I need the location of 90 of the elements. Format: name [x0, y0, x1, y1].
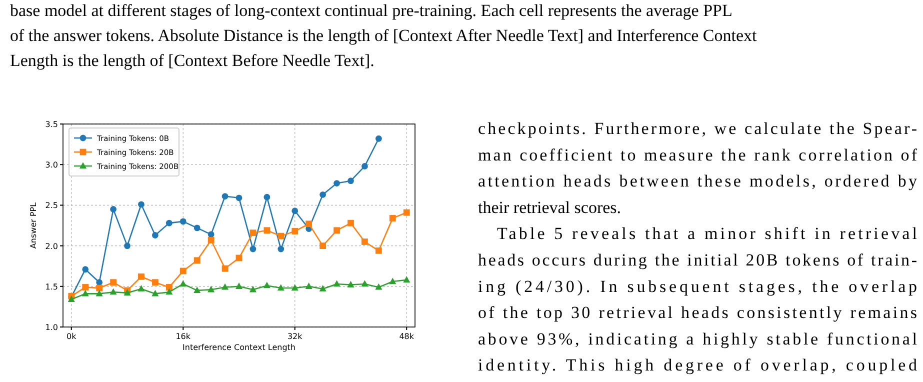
point [250, 246, 256, 252]
point [333, 280, 340, 287]
point [334, 227, 340, 234]
point [305, 282, 312, 289]
point [389, 278, 396, 284]
point [138, 284, 145, 292]
point [194, 286, 201, 294]
point [389, 214, 396, 222]
x-axis-title: Interference Context Length [182, 343, 296, 352]
point [306, 220, 312, 228]
point [249, 286, 256, 292]
point [208, 231, 214, 238]
point [263, 282, 270, 288]
point [362, 163, 368, 170]
point [138, 273, 144, 280]
point [277, 284, 284, 291]
x-tick-label: 0k [66, 332, 77, 341]
point [152, 279, 158, 286]
point [291, 284, 298, 291]
point [264, 227, 270, 234]
point [166, 284, 172, 290]
text: their retrieval scores. [478, 198, 622, 217]
point [403, 209, 410, 216]
point [348, 178, 354, 184]
text: heads occurs during the initial 20B tokens of train- [478, 250, 918, 270]
y-tick-label: 2.0 [45, 242, 58, 251]
point [278, 246, 284, 252]
text: ing (24/30). In subsequent stages, the overlap [478, 276, 917, 296]
text: attention heads between these models, ordered by [478, 172, 918, 191]
y-tick-label: 1.0 [45, 323, 58, 332]
point [180, 280, 187, 287]
text: checkpoints. Furthermore, we calculate the Spear- [478, 119, 918, 138]
point [250, 230, 256, 236]
point [208, 286, 215, 292]
point [194, 224, 200, 232]
point [194, 257, 200, 264]
y-tick-label: 3.5 [45, 120, 58, 129]
point [208, 236, 214, 244]
y-axis-title: Answer PPL [29, 202, 38, 249]
y-tick-label: 2.5 [45, 201, 58, 210]
point [82, 284, 89, 290]
point [319, 284, 326, 292]
point [82, 290, 89, 296]
point [82, 266, 89, 273]
point [361, 280, 368, 287]
point [152, 290, 159, 296]
point [124, 242, 130, 249]
point [96, 290, 103, 296]
point [375, 135, 382, 142]
text: identity. This high degree of overlap, coupled [478, 356, 918, 375]
point [264, 194, 270, 200]
caption: Table 5 reveals that a minor shift in retrieval [497, 224, 918, 244]
y-tick-label: 3.0 [45, 160, 58, 170]
point [110, 206, 116, 212]
point [166, 220, 172, 226]
text: of the top 30 retrieval heads consistently remains [478, 303, 917, 322]
point [348, 220, 354, 226]
point [362, 238, 368, 245]
point [278, 232, 284, 240]
point [166, 288, 173, 295]
text: of the answer tokens. Absolute Distance is the length of [Context After Needle Text] and Interference Context [10, 26, 758, 45]
point [110, 288, 117, 295]
point [138, 201, 144, 208]
text: base model at different stages of long-context continual pre-training. Each cell represents the average PPL [10, 1, 732, 20]
point [152, 232, 158, 238]
point [180, 218, 186, 225]
text: Length is the length of [Context Before Needle Text]. [10, 51, 374, 70]
point [320, 242, 326, 249]
text: man coefficient to measure the rank correlation of [478, 145, 918, 164]
point [375, 247, 382, 254]
point [236, 194, 242, 202]
point [222, 193, 228, 200]
point [320, 191, 326, 198]
point [375, 283, 382, 290]
point [403, 276, 410, 282]
x-tick-label: 48k [399, 332, 414, 341]
point [235, 282, 243, 289]
point [292, 208, 298, 214]
text: above 93%, indicating a highly stable functional [478, 329, 918, 348]
point [96, 284, 103, 292]
point [222, 283, 229, 290]
point [110, 279, 116, 286]
point [347, 280, 354, 288]
y-tick-label: 1.5 [45, 282, 58, 292]
point [334, 180, 340, 186]
x-tick-label: 32k [287, 332, 303, 341]
point [180, 268, 186, 274]
point [292, 228, 298, 234]
x-tick-label: 16k [176, 332, 191, 341]
point [96, 279, 103, 286]
